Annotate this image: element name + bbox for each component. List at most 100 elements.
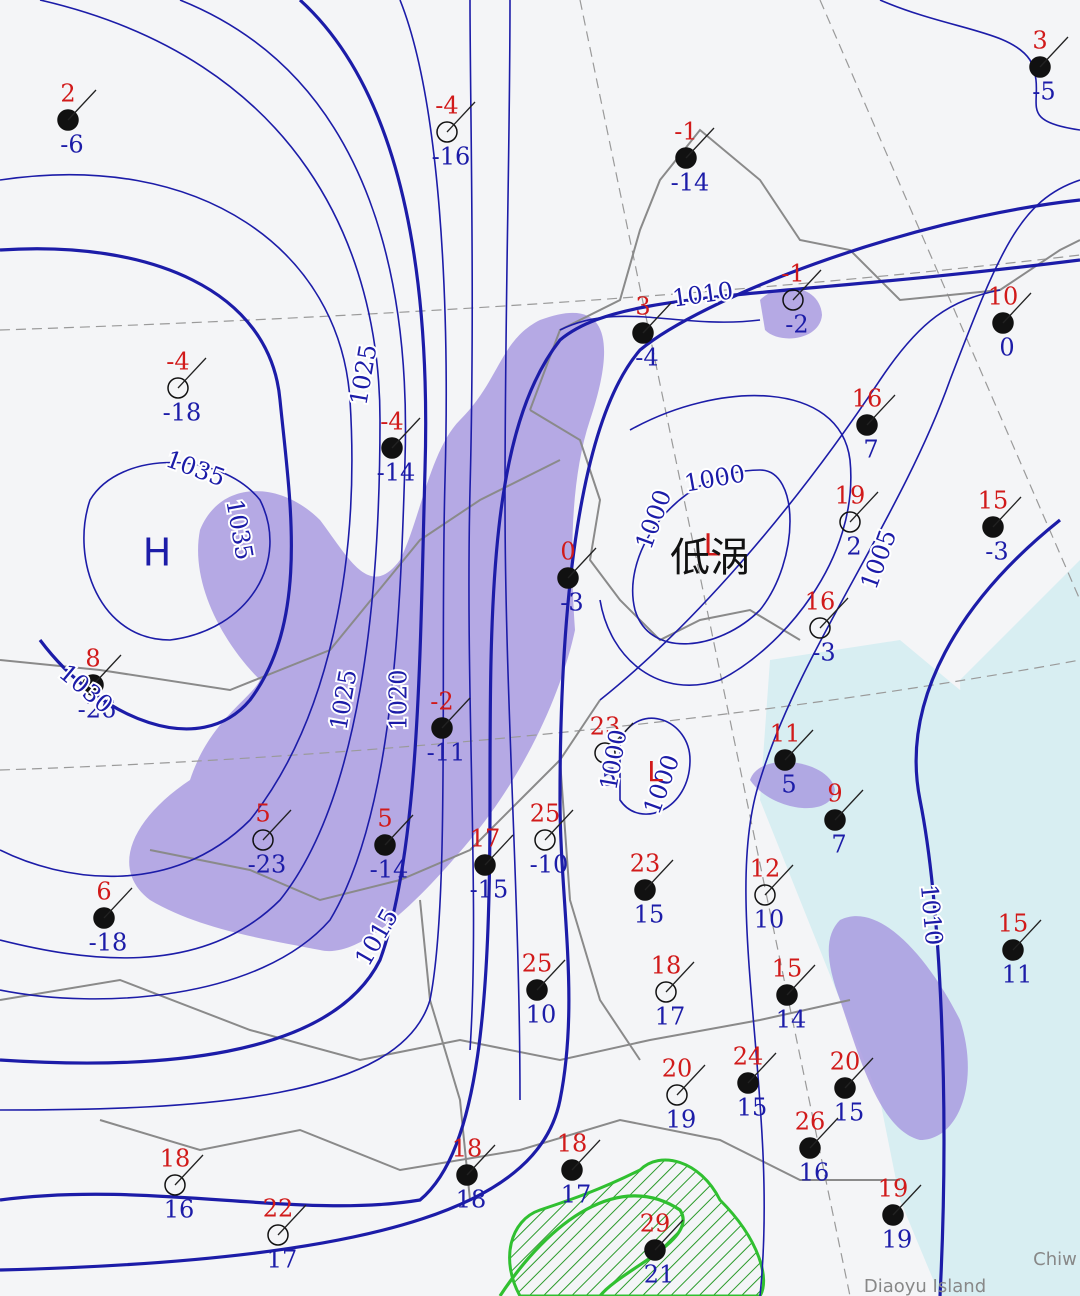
dew-point: -18 [89, 929, 128, 957]
temperature: 29 [640, 1210, 671, 1238]
place-label: Chiw [1033, 1249, 1077, 1270]
temperature: 11 [770, 720, 801, 748]
dew-point: -5 [1032, 78, 1055, 106]
isobar-label: 1010 [915, 883, 948, 946]
temperature: 25 [530, 800, 561, 828]
dew-point: 17 [561, 1181, 592, 1209]
station-marker [267, 1224, 289, 1246]
dew-point: 7 [863, 436, 878, 464]
temperature: 3 [635, 293, 650, 321]
dew-point: -10 [530, 851, 569, 879]
pressure-center: 低涡 [670, 535, 750, 581]
temperature: 17 [470, 825, 501, 853]
wind-barb [834, 789, 864, 821]
wind-barb [277, 1204, 307, 1236]
wind-barb [819, 597, 849, 629]
dew-point: 15 [834, 1099, 865, 1127]
pressure-center: L [704, 529, 721, 564]
isobar-label: 1020 [385, 669, 413, 730]
wind-barb [844, 1057, 874, 1089]
dew-point: 16 [799, 1159, 830, 1187]
temperature: 9 [827, 780, 842, 808]
wind-barb [67, 89, 97, 121]
dew-point: 14 [776, 1006, 807, 1034]
wind-barb [92, 654, 122, 686]
wind-barb [792, 269, 822, 301]
temperature: 5 [255, 800, 270, 828]
temperature: 23 [590, 713, 621, 741]
dew-point: 5 [781, 771, 796, 799]
wind-barb [642, 302, 672, 334]
pressure-center: H [143, 531, 172, 575]
temperature: 15 [772, 955, 803, 983]
dew-point: -4 [635, 344, 658, 372]
pressure-center: L [647, 755, 663, 788]
station-marker [809, 617, 831, 639]
temperature: 24 [733, 1043, 764, 1071]
dew-point: 10 [754, 906, 785, 934]
temperature: -4 [435, 92, 458, 120]
wind-barb [784, 729, 814, 761]
temperature: 15 [978, 487, 1009, 515]
temperature: 5 [377, 805, 392, 833]
wind-barb [484, 834, 514, 866]
temperature: 15 [998, 910, 1029, 938]
temperature: 8 [85, 645, 100, 673]
dew-point: 19 [666, 1106, 697, 1134]
wind-barb [466, 1144, 496, 1176]
temperature: 6 [96, 878, 111, 906]
wind-barb [747, 1052, 777, 1084]
temperature: -1 [674, 118, 697, 146]
wind-barb [571, 1139, 601, 1171]
station-marker [594, 742, 616, 764]
wind-barb [665, 961, 695, 993]
wind-barb [1039, 36, 1069, 68]
temperature: 23 [630, 850, 661, 878]
dew-point: -3 [812, 639, 835, 667]
dew-point: -14 [377, 459, 416, 487]
temperature: 20 [830, 1048, 861, 1076]
wind-barb [384, 814, 414, 846]
wind-barb [866, 394, 896, 426]
precip-areas [129, 288, 968, 1296]
wind-barb [685, 127, 715, 159]
dew-point: -23 [248, 851, 287, 879]
dew-point: 5 [601, 764, 616, 792]
wind-barb [441, 697, 471, 729]
temperature: 16 [852, 385, 883, 413]
dew-point: -16 [432, 143, 471, 171]
place-label: Diaoyu Island [864, 1276, 986, 1296]
station-marker [782, 289, 804, 311]
wind-barb [676, 1064, 706, 1096]
temperature: 22 [263, 1195, 294, 1223]
wind-barb [544, 809, 574, 841]
temperature: -1 [781, 260, 804, 288]
temperature: 25 [522, 950, 553, 978]
temperature: 20 [662, 1055, 693, 1083]
temperature: 18 [557, 1130, 588, 1158]
station-marker [666, 1084, 688, 1106]
station-marker [655, 981, 677, 1003]
dew-point: -6 [60, 131, 83, 159]
temperature: -4 [166, 348, 189, 376]
wind-barb [654, 1219, 684, 1251]
dew-point: -2 [785, 311, 808, 339]
station-marker [164, 1174, 186, 1196]
dew-point: -26 [78, 696, 117, 724]
wind-barb [1002, 292, 1032, 324]
station-marker [839, 511, 861, 533]
dew-point: 7 [831, 831, 846, 859]
wind-barb [992, 496, 1022, 528]
dew-point: 17 [267, 1246, 298, 1274]
temperature: 12 [750, 855, 781, 883]
dew-point: -15 [470, 876, 509, 904]
dew-point: -14 [370, 856, 409, 884]
wind-barb [536, 959, 566, 991]
wind-barb [849, 491, 879, 523]
dew-point: 18 [456, 1186, 487, 1214]
temperature: -4 [380, 408, 403, 436]
dew-point: 15 [737, 1094, 768, 1122]
temperature: 16 [805, 588, 836, 616]
